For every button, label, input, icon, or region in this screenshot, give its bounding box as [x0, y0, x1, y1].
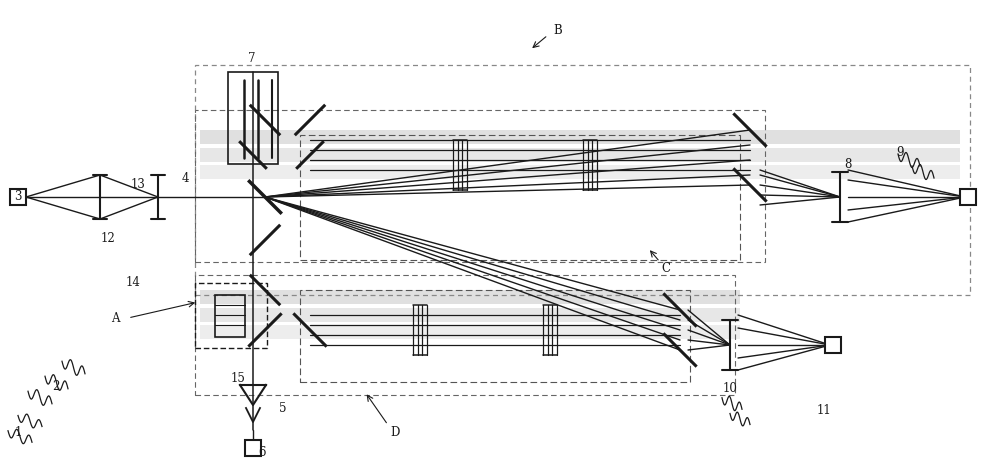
Bar: [200, 325, 740, 339]
Text: 3: 3: [14, 190, 22, 203]
Bar: [200, 165, 960, 179]
Bar: [245, 440, 261, 456]
Text: 8: 8: [844, 158, 852, 171]
Text: A: A: [111, 311, 119, 324]
Text: 13: 13: [131, 178, 145, 192]
Bar: [825, 337, 841, 353]
Bar: [300, 135, 740, 260]
Text: 2: 2: [52, 381, 60, 394]
Text: 5: 5: [279, 401, 287, 414]
Bar: [200, 290, 740, 304]
Bar: [195, 110, 765, 262]
Text: 15: 15: [231, 371, 245, 384]
Text: 7: 7: [248, 51, 256, 65]
Bar: [195, 283, 267, 348]
Bar: [200, 130, 960, 144]
Text: 11: 11: [817, 403, 831, 417]
Text: D: D: [390, 426, 400, 438]
Text: 12: 12: [101, 231, 115, 244]
Text: 1: 1: [14, 426, 22, 438]
Text: 9: 9: [896, 146, 904, 158]
Bar: [215, 295, 245, 337]
Bar: [200, 308, 740, 322]
Bar: [300, 290, 690, 382]
Text: 14: 14: [126, 275, 140, 288]
Bar: [960, 189, 976, 205]
Text: 4: 4: [181, 171, 189, 184]
Bar: [195, 275, 735, 395]
Text: 6: 6: [258, 445, 266, 458]
Bar: [228, 72, 278, 164]
Text: B: B: [554, 24, 562, 36]
Bar: [10, 189, 26, 205]
Bar: [200, 148, 960, 162]
Bar: [195, 65, 970, 295]
Text: 10: 10: [723, 382, 737, 395]
Text: C: C: [662, 261, 670, 274]
